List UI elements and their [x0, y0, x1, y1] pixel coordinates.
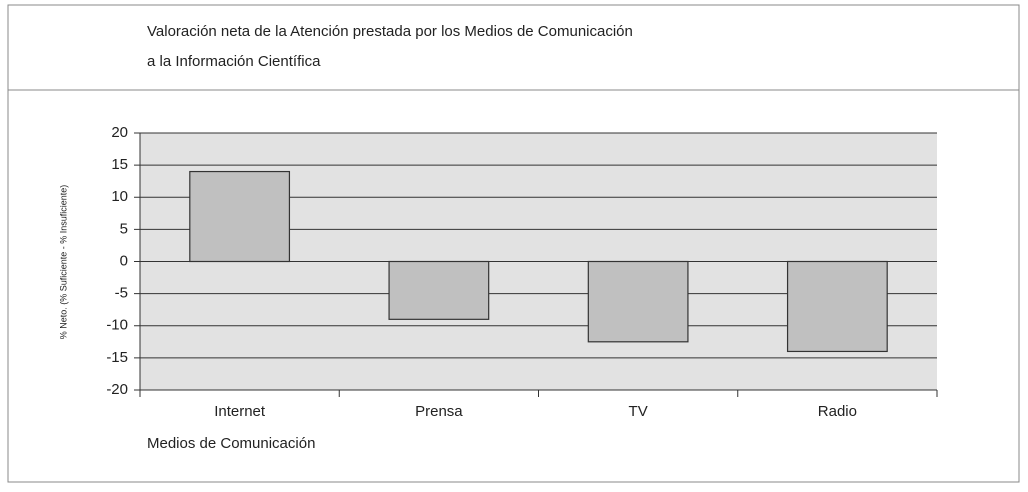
- x-tick-label: TV: [629, 403, 648, 420]
- y-axis-label: % Neto. (% Suficiente - % Insuficiente): [58, 185, 68, 340]
- y-tick-label: 5: [120, 220, 128, 237]
- chart-title: a la Información Científica: [147, 53, 321, 70]
- y-tick-label: 10: [111, 188, 128, 205]
- chart-title: Valoración neta de la Atención prestada …: [147, 23, 633, 40]
- bar: [786, 260, 888, 353]
- y-tick-label: 0: [120, 252, 128, 269]
- y-tick-label: -10: [106, 317, 128, 334]
- bar: [587, 260, 689, 343]
- bar: [189, 170, 291, 263]
- x-tick-label: Prensa: [415, 403, 463, 420]
- y-tick-label: 15: [111, 156, 128, 173]
- y-tick-label: -20: [106, 381, 128, 398]
- x-tick-label: Internet: [214, 403, 266, 420]
- y-tick-label: 20: [111, 124, 128, 141]
- y-tick-label: -5: [115, 285, 128, 302]
- x-axis-label: Medios de Comunicación: [147, 435, 315, 452]
- y-tick-label: -15: [106, 349, 128, 366]
- x-tick-label: Radio: [818, 403, 857, 420]
- bar: [388, 260, 490, 320]
